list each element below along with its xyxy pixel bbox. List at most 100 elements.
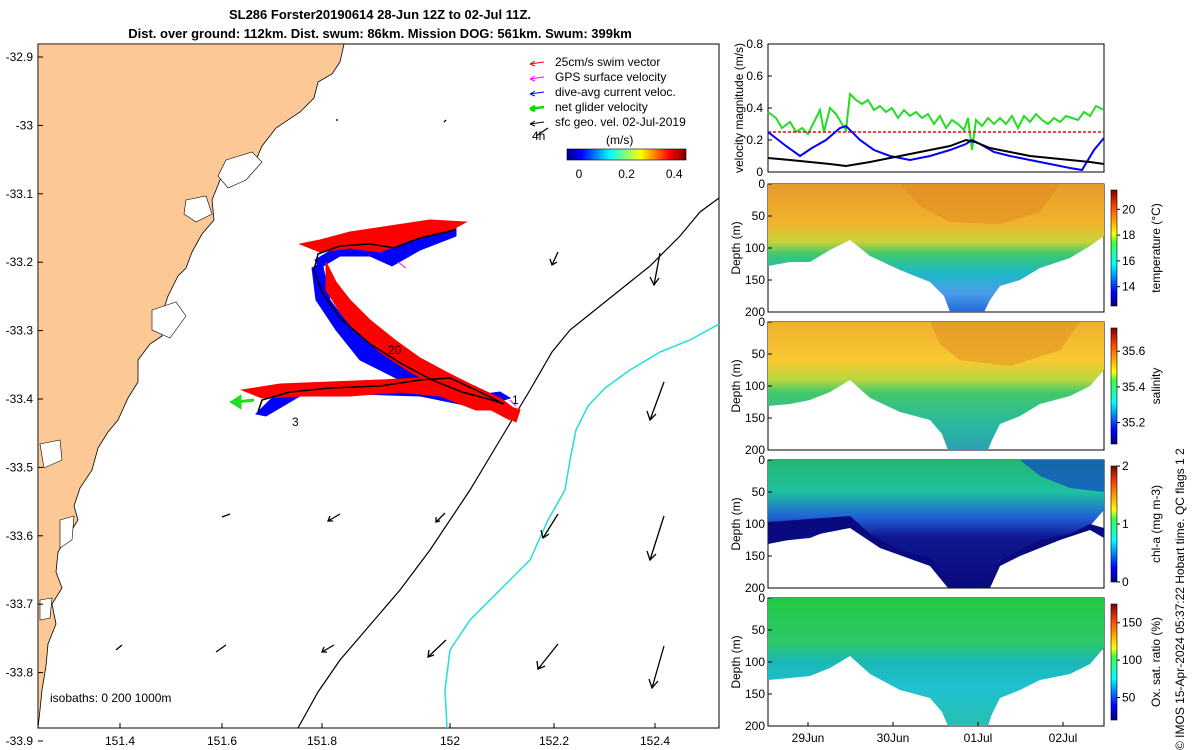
depth-tick-label: 100 bbox=[745, 379, 765, 393]
depth-tick-label: 200 bbox=[745, 581, 765, 595]
coastline-land bbox=[37, 43, 345, 729]
legend-swatch-head bbox=[529, 120, 536, 127]
velocity-y-tick-label: 0.2 bbox=[746, 133, 763, 147]
depth-tick-label: 150 bbox=[745, 411, 765, 425]
velocity-y-axis: 0 0.2 0.4 0.6 0.8 bbox=[746, 37, 772, 179]
speed-colorbar bbox=[566, 148, 687, 161]
legend-swatch-head bbox=[529, 90, 536, 97]
map-x-axis: 151.4 151.6 151.8 152 152.2 152.4 bbox=[105, 723, 670, 748]
depth-tick-label: 200 bbox=[745, 443, 765, 457]
geo-arrow bbox=[427, 639, 447, 658]
colorbar-tick-label: 0 bbox=[1122, 575, 1129, 589]
depth-tick-label: 0 bbox=[758, 591, 765, 605]
track-annotation: 20 bbox=[388, 343, 402, 357]
colorbar-label: Ox. sat. ratio (%) bbox=[1149, 617, 1163, 707]
glider-track bbox=[257, 229, 505, 413]
geo-arrow bbox=[648, 645, 665, 690]
time-x-tick-label: 02Jul bbox=[1049, 731, 1078, 745]
depth-tick-label: 0 bbox=[758, 315, 765, 329]
geo-arrow bbox=[115, 644, 123, 651]
depth-tick-label: 150 bbox=[745, 273, 765, 287]
map-y-tick-label: -33.1 bbox=[6, 187, 34, 201]
map-y-tick-label: -33.5 bbox=[6, 460, 34, 474]
chl-panel bbox=[767, 459, 1105, 589]
legend-swatch-head bbox=[529, 104, 536, 113]
section-colorbar bbox=[1110, 603, 1118, 721]
section-colorbar bbox=[1110, 465, 1118, 583]
section-colorbar bbox=[1110, 327, 1118, 445]
net-glider-velocity-arrow bbox=[229, 394, 255, 410]
colorbar-tick-label: 14 bbox=[1122, 280, 1136, 294]
lake-4 bbox=[39, 439, 63, 469]
geo-arrow bbox=[435, 512, 446, 523]
map-y-tick-label: -33.6 bbox=[6, 529, 34, 543]
map-x-tick-label: 151.4 bbox=[105, 734, 135, 748]
geo-arrow bbox=[321, 644, 335, 653]
track-annotation: 3 bbox=[292, 415, 299, 429]
colorbar-tick-label: 50 bbox=[1122, 691, 1136, 705]
map-y-tick-label: -33.8 bbox=[6, 666, 34, 680]
depth-tick-label: 200 bbox=[745, 719, 765, 733]
velocity-series-blue bbox=[767, 124, 1105, 172]
geo-arrow bbox=[646, 381, 665, 422]
map-y-tick-label: -33.7 bbox=[6, 597, 34, 611]
legend-label: dive-avg current veloc. bbox=[555, 85, 676, 99]
geo-arrow bbox=[443, 119, 447, 123]
depth-tick-label: 0 bbox=[758, 177, 765, 191]
colorbar-label: chl-a (mg m-3) bbox=[1149, 485, 1163, 563]
colorbar-tick-label: 0.2 bbox=[618, 167, 635, 181]
chl-field bbox=[768, 460, 1104, 588]
geo-arrow bbox=[540, 513, 559, 540]
map-y-tick-label: -33.9 bbox=[6, 734, 34, 748]
colorbar-tick-label: 0 bbox=[576, 167, 583, 181]
colorbar-tick-label: 0.4 bbox=[666, 167, 683, 181]
depth-tick-label: 0 bbox=[758, 453, 765, 467]
lake-6 bbox=[39, 597, 53, 621]
chl-low-surface bbox=[1020, 460, 1104, 492]
velocity-y-tick-label: 0.6 bbox=[746, 69, 763, 83]
geo-arrow bbox=[221, 513, 231, 518]
geo-arrow bbox=[649, 252, 661, 287]
depth-tick-label: 50 bbox=[752, 623, 766, 637]
colorbar-label: temperature (°C) bbox=[1149, 203, 1163, 293]
depth-tick-label: 100 bbox=[745, 655, 765, 669]
depth-tick-label: 100 bbox=[745, 517, 765, 531]
map-x-tick-label: 151.8 bbox=[307, 734, 337, 748]
depth-axis-label: Depth (m) bbox=[729, 497, 743, 550]
legend-swatch bbox=[529, 121, 545, 125]
chart-title: SL286 Forster20190614 28-Jun 12Z to 02-J… bbox=[228, 7, 532, 22]
scale-arrow bbox=[535, 127, 549, 137]
map-x-tick-label: 152 bbox=[440, 734, 460, 748]
lake-3 bbox=[151, 301, 187, 339]
map-y-tick-label: -33.2 bbox=[6, 255, 34, 269]
geo-arrow bbox=[549, 251, 559, 266]
legend-label: 25cm/s swim vector bbox=[555, 55, 660, 69]
legend-swatch bbox=[529, 91, 545, 95]
time-x-tick-label: 29Jun bbox=[792, 731, 825, 745]
chart-subtitle: Dist. over ground: 112km. Dist. swum: 86… bbox=[128, 26, 632, 41]
colorbar-label: (m/s) bbox=[606, 133, 633, 147]
depth-tick-label: 50 bbox=[752, 485, 766, 499]
depth-axis-label: Depth (m) bbox=[729, 359, 743, 412]
legend-label: GPS surface velocity bbox=[555, 70, 666, 84]
depth-tick-label: 50 bbox=[752, 347, 766, 361]
colorbar-tick-label: 20 bbox=[1122, 202, 1136, 216]
velocity-y-tick-label: 0.8 bbox=[746, 37, 763, 51]
temperature-warm-core bbox=[900, 184, 1060, 224]
legend-swatch bbox=[529, 61, 545, 65]
map-y-tick-label: -33.3 bbox=[6, 324, 34, 338]
depth-tick-label: 200 bbox=[745, 305, 765, 319]
velocity-panel: 0 0.2 0.4 0.6 0.8 velocity magnitude (m/s) bbox=[732, 37, 1105, 179]
legend-label: sfc geo. vel. 02-Jul-2019 bbox=[555, 115, 686, 129]
legend-label: net glider velocity bbox=[555, 100, 648, 114]
colorbar-tick-label: 35.6 bbox=[1122, 344, 1146, 358]
sfc-geo-vel-arrows bbox=[115, 119, 665, 690]
scale-arrow-label: 4h bbox=[532, 129, 545, 143]
map-y-tick-label: -33.4 bbox=[6, 392, 34, 406]
depth-tick-label: 150 bbox=[745, 687, 765, 701]
lake-1 bbox=[217, 151, 263, 189]
legend-swatch bbox=[529, 76, 545, 80]
